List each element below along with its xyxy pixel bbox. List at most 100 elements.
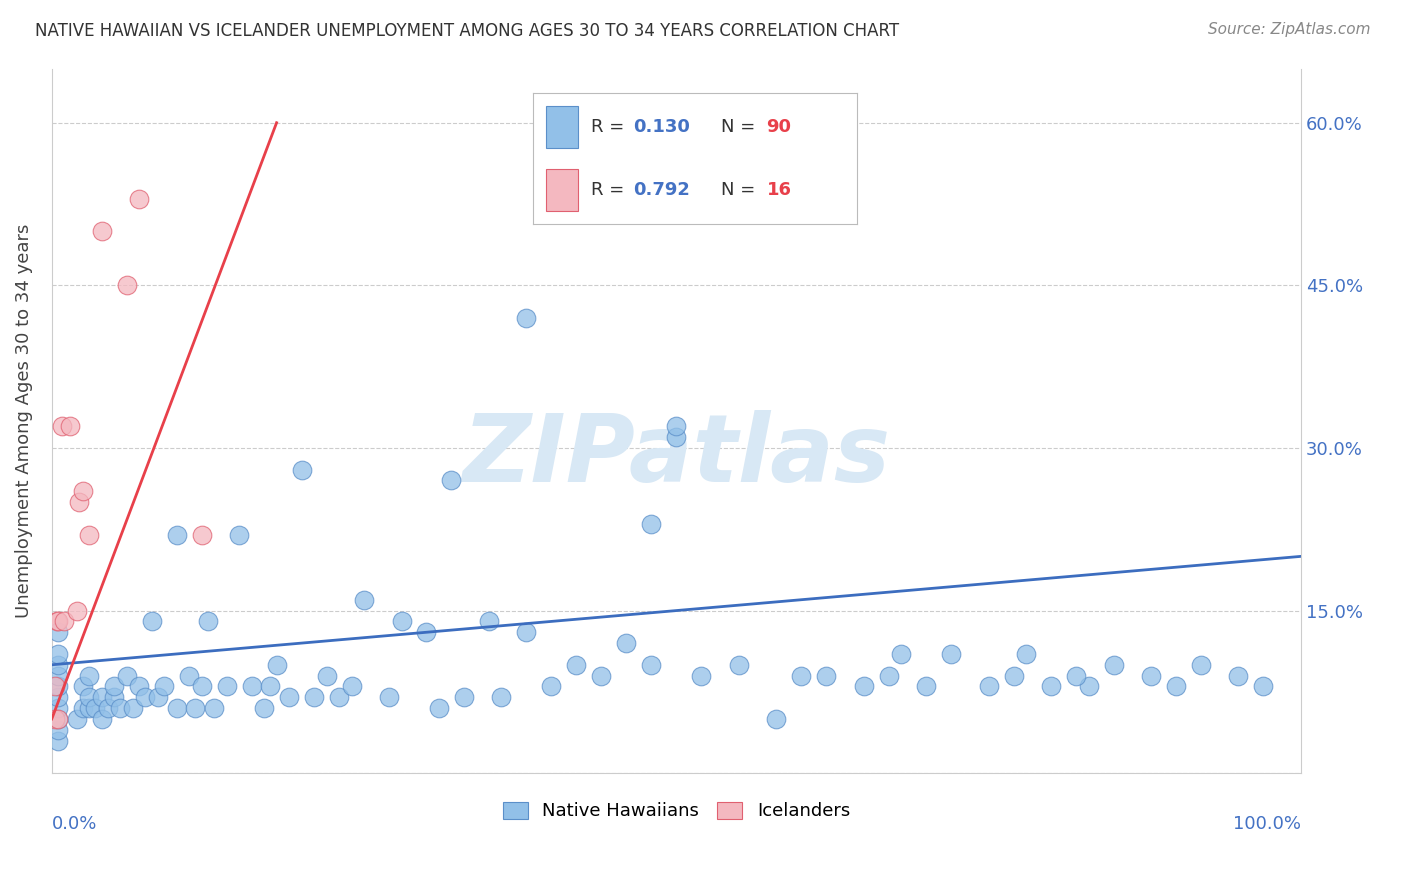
Point bbox=[115, 668, 138, 682]
Point bbox=[103, 680, 125, 694]
Point bbox=[391, 615, 413, 629]
Point bbox=[72, 701, 94, 715]
Point bbox=[540, 680, 562, 694]
Point bbox=[765, 712, 787, 726]
Point bbox=[67, 495, 90, 509]
Point bbox=[97, 701, 120, 715]
Point bbox=[440, 474, 463, 488]
Text: 0.0%: 0.0% bbox=[52, 815, 97, 833]
Point bbox=[72, 484, 94, 499]
Point bbox=[179, 668, 201, 682]
Point bbox=[1015, 647, 1038, 661]
Point bbox=[46, 657, 69, 672]
Point bbox=[45, 615, 67, 629]
Point bbox=[302, 690, 325, 705]
Point bbox=[939, 647, 962, 661]
Point bbox=[1064, 668, 1087, 682]
Point bbox=[815, 668, 838, 682]
Point bbox=[1040, 680, 1063, 694]
Point bbox=[228, 527, 250, 541]
Point bbox=[1164, 680, 1187, 694]
Point bbox=[197, 615, 219, 629]
Point bbox=[72, 680, 94, 694]
Point bbox=[128, 192, 150, 206]
Point bbox=[202, 701, 225, 715]
Point bbox=[614, 636, 637, 650]
Point bbox=[515, 310, 537, 325]
Point bbox=[90, 712, 112, 726]
Point bbox=[266, 657, 288, 672]
Point bbox=[66, 712, 89, 726]
Point bbox=[190, 527, 212, 541]
Point bbox=[565, 657, 588, 672]
Point bbox=[46, 668, 69, 682]
Point bbox=[491, 690, 513, 705]
Point bbox=[44, 712, 66, 726]
Point bbox=[253, 701, 276, 715]
Point bbox=[190, 680, 212, 694]
Point bbox=[77, 701, 100, 715]
Point bbox=[146, 690, 169, 705]
Point bbox=[591, 668, 613, 682]
Point bbox=[640, 657, 662, 672]
Point bbox=[46, 723, 69, 737]
Point bbox=[1189, 657, 1212, 672]
Point bbox=[315, 668, 337, 682]
Point bbox=[46, 615, 69, 629]
Point bbox=[46, 712, 69, 726]
Point bbox=[134, 690, 156, 705]
Point bbox=[1102, 657, 1125, 672]
Point bbox=[46, 690, 69, 705]
Point bbox=[66, 603, 89, 617]
Point bbox=[184, 701, 207, 715]
Point bbox=[1253, 680, 1275, 694]
Point bbox=[90, 690, 112, 705]
Point bbox=[515, 625, 537, 640]
Text: NATIVE HAWAIIAN VS ICELANDER UNEMPLOYMENT AMONG AGES 30 TO 34 YEARS CORRELATION : NATIVE HAWAIIAN VS ICELANDER UNEMPLOYMEN… bbox=[35, 22, 900, 40]
Point bbox=[166, 701, 188, 715]
Point bbox=[141, 615, 163, 629]
Point bbox=[877, 668, 900, 682]
Point bbox=[665, 430, 688, 444]
Point bbox=[44, 680, 66, 694]
Point bbox=[51, 419, 73, 434]
Point bbox=[340, 680, 363, 694]
Point bbox=[46, 733, 69, 747]
Point bbox=[46, 680, 69, 694]
Point bbox=[427, 701, 450, 715]
Point bbox=[46, 701, 69, 715]
Point bbox=[110, 701, 132, 715]
Point bbox=[53, 615, 76, 629]
Text: ZIPatlas: ZIPatlas bbox=[463, 410, 890, 502]
Point bbox=[115, 278, 138, 293]
Point bbox=[852, 680, 875, 694]
Point bbox=[977, 680, 1000, 694]
Point bbox=[77, 690, 100, 705]
Y-axis label: Unemployment Among Ages 30 to 34 years: Unemployment Among Ages 30 to 34 years bbox=[15, 224, 32, 618]
Point bbox=[453, 690, 475, 705]
Point bbox=[77, 527, 100, 541]
Point bbox=[727, 657, 749, 672]
Point bbox=[353, 592, 375, 607]
Point bbox=[84, 701, 107, 715]
Point bbox=[122, 701, 145, 715]
Point bbox=[915, 680, 938, 694]
Point bbox=[103, 690, 125, 705]
Point bbox=[328, 690, 350, 705]
Point bbox=[790, 668, 813, 682]
Point bbox=[128, 680, 150, 694]
Point bbox=[378, 690, 401, 705]
Point bbox=[259, 680, 281, 694]
Point bbox=[640, 516, 662, 531]
Point bbox=[46, 625, 69, 640]
Point bbox=[1227, 668, 1250, 682]
Point bbox=[290, 463, 312, 477]
Point bbox=[890, 647, 912, 661]
Point bbox=[278, 690, 301, 705]
Point bbox=[59, 419, 82, 434]
Point bbox=[166, 527, 188, 541]
Point bbox=[90, 224, 112, 238]
Point bbox=[665, 419, 688, 434]
Point bbox=[1077, 680, 1099, 694]
Point bbox=[415, 625, 437, 640]
